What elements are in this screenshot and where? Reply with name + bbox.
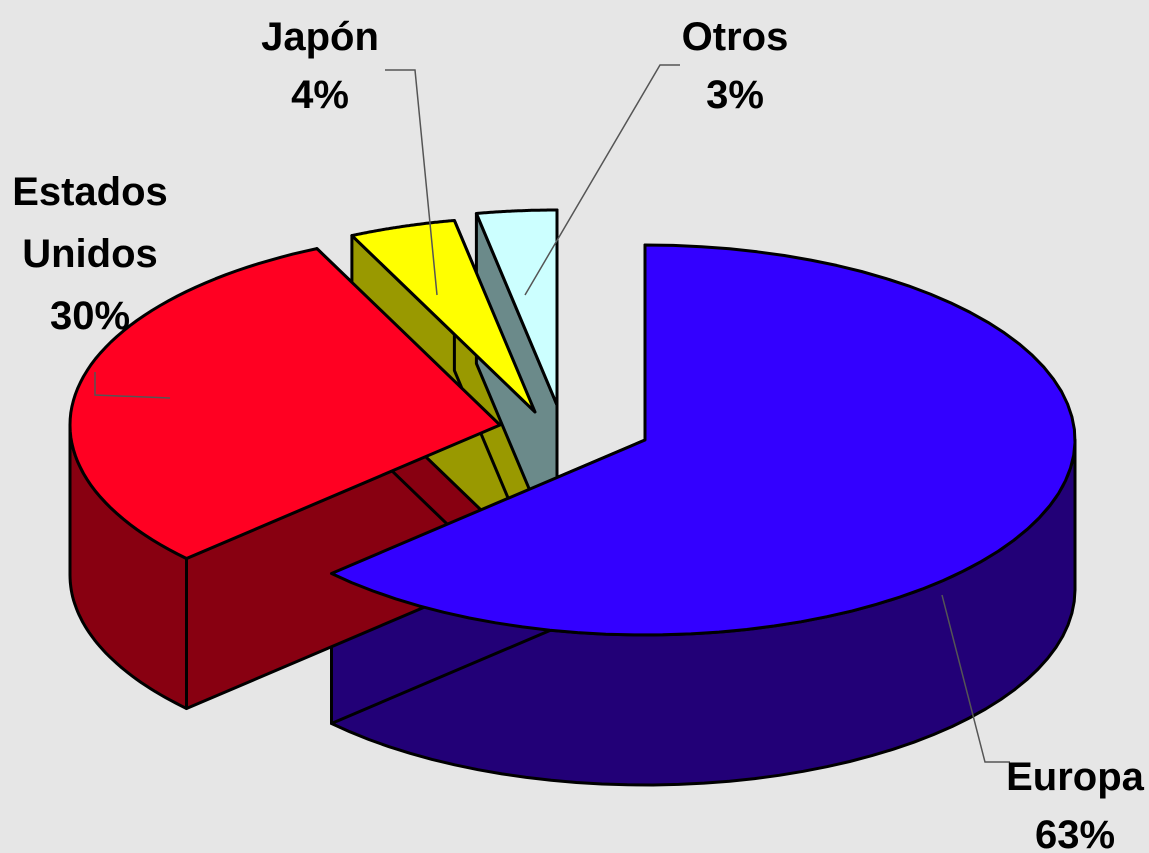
otros-leader-line: [524, 64, 680, 296]
slices-layer: [68, 208, 1077, 787]
estados-unidos-category-label: Estados: [12, 170, 168, 214]
europa-category-label: Europa: [1006, 755, 1145, 799]
europa-label: Europa 63%: [1006, 755, 1145, 853]
otros-slice: [474, 208, 559, 407]
europa-leader-line: [941, 594, 1010, 763]
japon-slice: [350, 219, 537, 414]
otros-category-label: Otros: [682, 15, 789, 59]
estados-unidos-label: Estados Unidos 30%: [12, 170, 168, 338]
estados-unidos-value-label: 30%: [50, 294, 130, 338]
japon-label: Japón 4%: [261, 15, 379, 117]
leader-lines: [94, 64, 1010, 763]
estados-unidos-category-label: Unidos: [22, 232, 158, 276]
estados-unidos-leader-line: [94, 372, 171, 399]
europa-slice: [330, 243, 1077, 637]
otros-label: Otros 3%: [682, 15, 789, 117]
japon-value-label: 4%: [291, 73, 349, 117]
otros-value-label: 3%: [706, 73, 764, 117]
japon-leader-line: [385, 69, 438, 296]
japon-category-label: Japón: [261, 15, 379, 59]
estados-unidos-slice: [68, 247, 502, 560]
labels-layer: Europa 63% Estados Unidos 30% Japón 4% Otros 3%: [12, 15, 1144, 853]
europa-value-label: 63%: [1035, 813, 1115, 853]
